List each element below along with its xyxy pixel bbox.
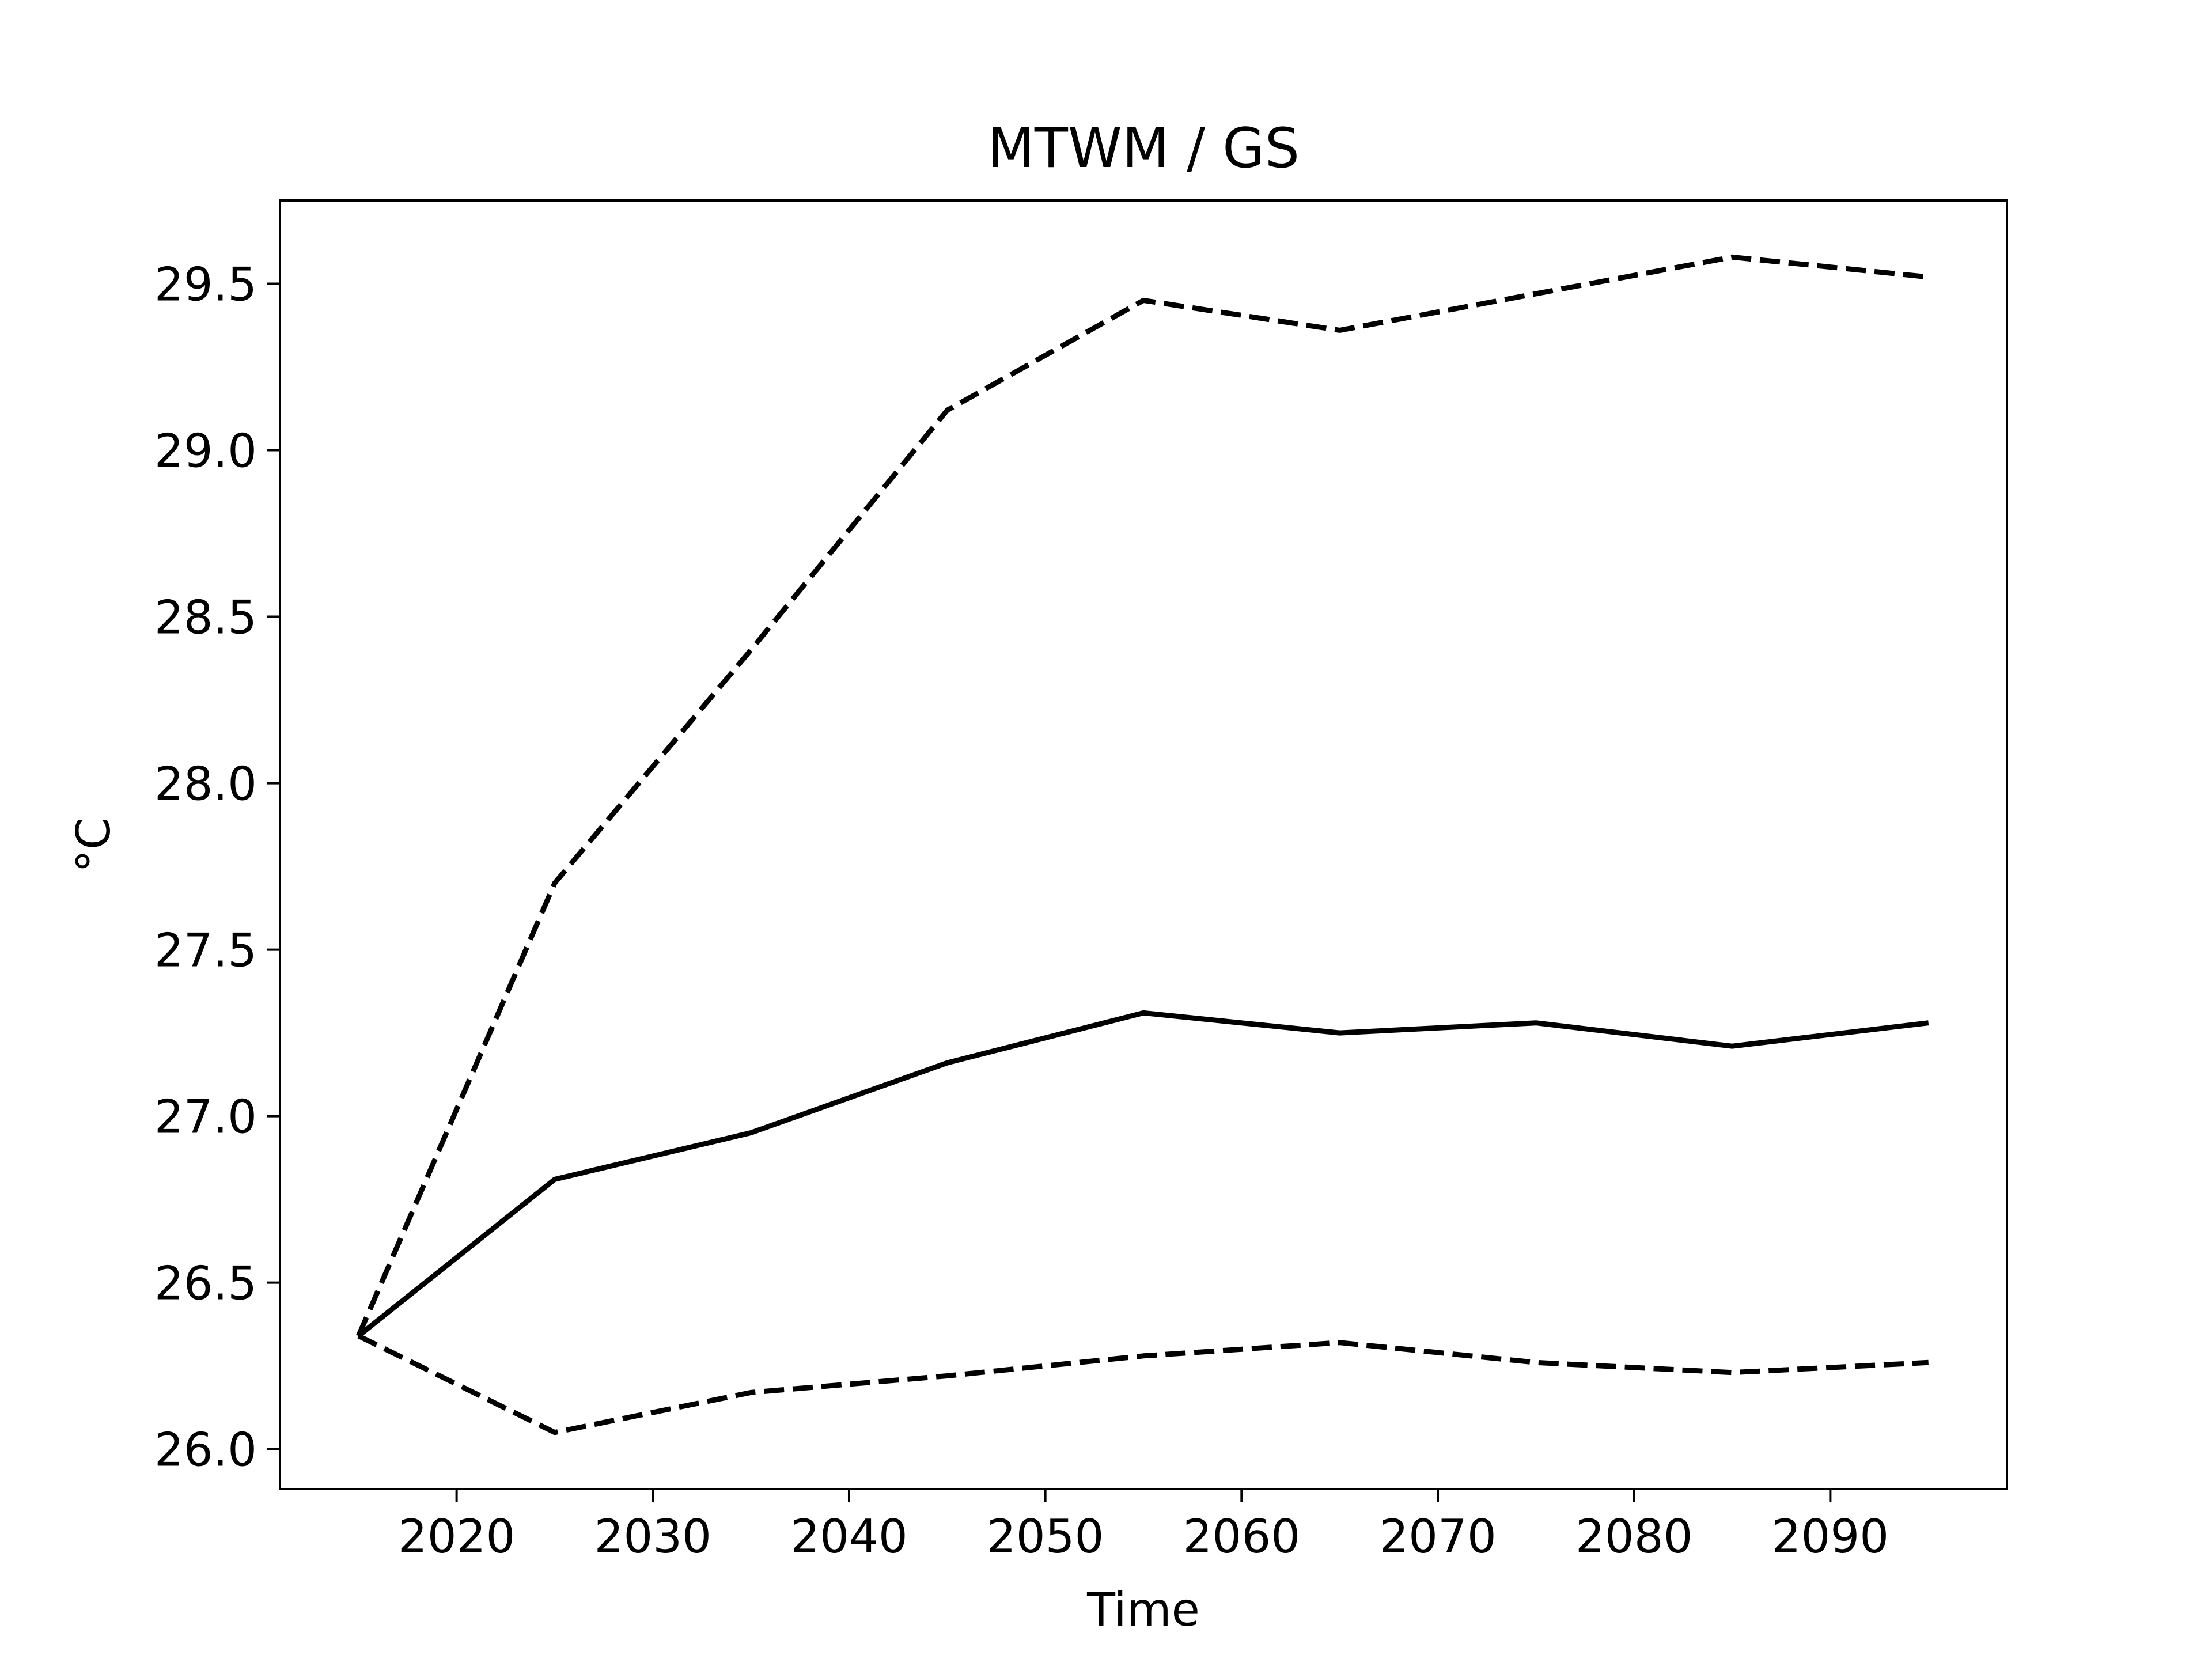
x-tick-label: 2070 <box>1379 1510 1497 1563</box>
x-tick-label: 2040 <box>790 1510 908 1563</box>
y-tick-label: 29.0 <box>154 425 257 478</box>
y-tick-label: 28.5 <box>154 591 257 645</box>
y-tick-label: 29.5 <box>154 258 257 312</box>
plot-area-frame <box>279 199 2008 1490</box>
y-tick-label: 28.0 <box>154 757 257 811</box>
x-tick-label: 2090 <box>1772 1510 1889 1563</box>
x-tick-label: 2060 <box>1183 1510 1301 1563</box>
y-axis: 26.0 26.5 27.0 27.5 28.0 28.5 29.0 29.5 <box>154 258 280 1477</box>
y-tick-label: 26.0 <box>154 1423 257 1477</box>
series-line-3-dashed <box>357 1334 1929 1435</box>
x-axis: 2020 2030 2040 2050 2060 2070 2080 2090 <box>398 1489 1889 1563</box>
x-tick-label: 2080 <box>1575 1510 1693 1563</box>
chart-title: MTWM / GS <box>987 117 1300 180</box>
series-layer <box>356 254 1929 1435</box>
y-tick-label: 27.5 <box>154 924 257 978</box>
x-tick-label: 2030 <box>594 1510 711 1563</box>
series-line-1-solid <box>357 1010 1929 1338</box>
series-line-2-dashed <box>356 254 1929 1337</box>
y-axis-label: °C <box>67 817 120 873</box>
x-tick-label: 2020 <box>398 1510 516 1563</box>
x-axis-label: Time <box>1086 1583 1200 1637</box>
y-tick-label: 27.0 <box>154 1090 257 1144</box>
x-tick-label: 2050 <box>987 1510 1104 1563</box>
y-tick-label: 26.5 <box>154 1257 257 1310</box>
